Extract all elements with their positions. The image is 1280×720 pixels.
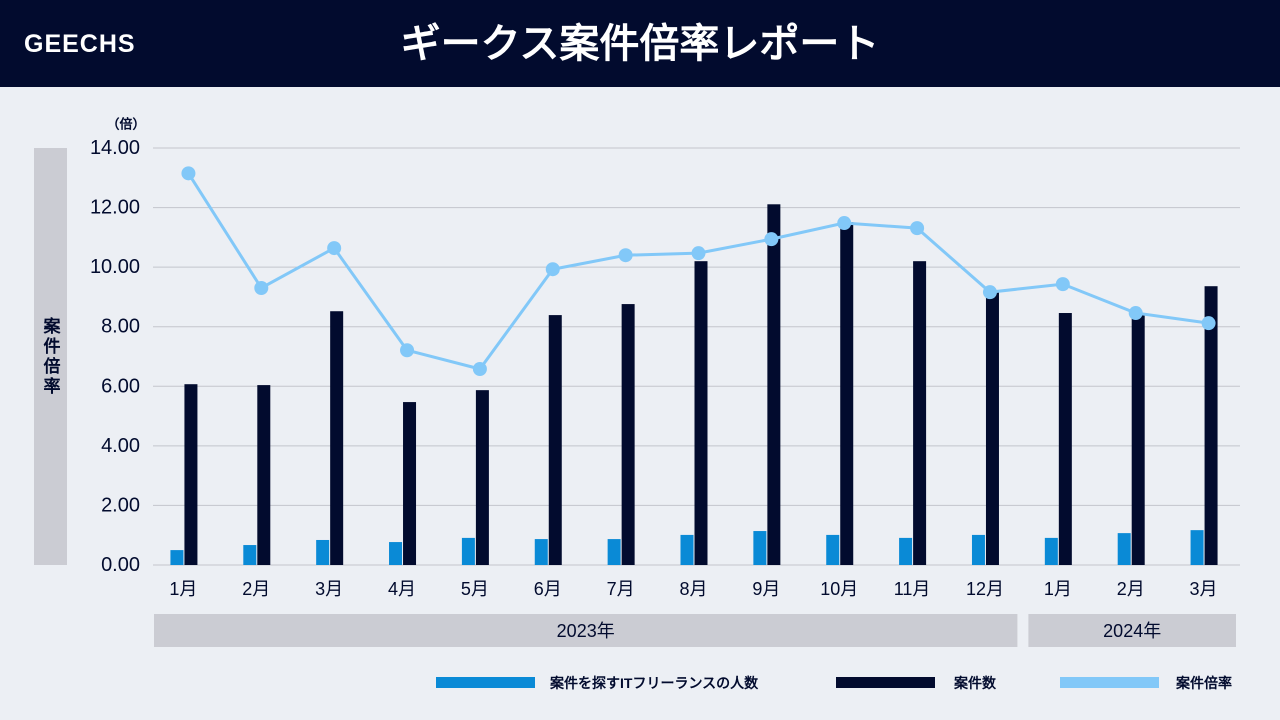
x-tick-label: 2月	[242, 579, 270, 599]
line-point	[982, 285, 997, 300]
line-point	[327, 241, 342, 256]
line-point	[691, 246, 706, 261]
bar	[330, 311, 344, 565]
bar	[971, 534, 985, 565]
legend-swatch	[436, 677, 535, 688]
y-tick-label: 0.00	[101, 554, 140, 576]
bar	[694, 261, 708, 565]
bar	[184, 384, 198, 565]
line-point	[1201, 316, 1216, 331]
x-tick-label: 4月	[388, 579, 416, 599]
year-band	[1028, 614, 1236, 647]
bar	[1044, 537, 1058, 565]
bar	[985, 292, 999, 565]
logo: GEECHS	[24, 30, 136, 58]
x-tick-label: 8月	[679, 579, 707, 599]
y-tick-label: 4.00	[101, 435, 140, 457]
y-tick-label: 6.00	[101, 375, 140, 397]
bar	[257, 385, 271, 565]
year-label: 2024年	[1103, 621, 1161, 641]
bar	[680, 534, 694, 565]
bar	[840, 222, 854, 565]
x-tick-label: 11月	[894, 579, 931, 599]
bar	[1190, 530, 1204, 565]
y-tick-label: 10.00	[90, 256, 140, 278]
legend-swatch	[1060, 677, 1159, 688]
legend-label: 案件を探すITフリーランスの人数	[549, 675, 759, 691]
x-tick-label: 3月	[1190, 579, 1218, 599]
bar	[1131, 313, 1145, 565]
bar	[1117, 533, 1131, 565]
line-point	[1055, 277, 1070, 292]
line-point	[400, 343, 415, 358]
bar	[461, 537, 475, 565]
bar	[316, 539, 330, 565]
line-point	[837, 216, 852, 231]
y-tick-label: 14.00	[90, 137, 140, 159]
bar	[1204, 286, 1218, 565]
bar	[899, 537, 913, 565]
legend-swatch	[836, 677, 935, 688]
bar	[548, 315, 562, 565]
x-tick-label: 6月	[534, 579, 562, 599]
bar	[1058, 313, 1072, 565]
line-point	[472, 362, 487, 377]
line-point	[618, 248, 633, 263]
x-tick-label: 1月	[169, 579, 197, 599]
legend-label: 案件倍率	[1175, 675, 1232, 691]
bar	[767, 204, 781, 566]
line-point	[910, 221, 925, 236]
x-tick-label: 9月	[752, 579, 780, 599]
y-tick-label: 2.00	[101, 494, 140, 516]
bar	[607, 539, 621, 565]
bar	[475, 390, 489, 565]
year-band	[154, 614, 1018, 647]
x-tick-label: 3月	[315, 579, 343, 599]
line-point	[764, 232, 779, 247]
bar	[621, 304, 635, 565]
x-tick-label: 5月	[461, 579, 489, 599]
y-unit: （倍）	[106, 117, 145, 132]
x-tick-label: 2月	[1117, 579, 1145, 599]
line-point	[254, 280, 269, 295]
y-tick-label: 8.00	[101, 316, 140, 338]
chart-title: ギークス案件倍率レポート	[401, 22, 880, 66]
y-axis-label: 案件倍率	[41, 316, 62, 397]
line-point	[181, 166, 196, 181]
bar	[913, 261, 927, 565]
bar	[403, 402, 417, 565]
bar	[753, 531, 767, 565]
line-point	[545, 262, 560, 277]
x-tick-label: 7月	[607, 579, 635, 599]
year-label: 2023年	[557, 621, 615, 641]
line-point	[1128, 306, 1143, 321]
bar	[170, 550, 184, 565]
y-label-box	[34, 148, 67, 565]
bar	[243, 545, 257, 565]
x-tick-label: 10月	[820, 579, 858, 599]
y-tick-label: 12.00	[90, 197, 140, 219]
x-tick-label: 1月	[1044, 579, 1072, 599]
legend-label: 案件数	[953, 675, 997, 691]
x-tick-label: 12月	[966, 579, 1004, 599]
header	[0, 0, 1280, 87]
bar	[826, 534, 840, 565]
bar	[534, 539, 548, 565]
bar	[389, 542, 403, 565]
